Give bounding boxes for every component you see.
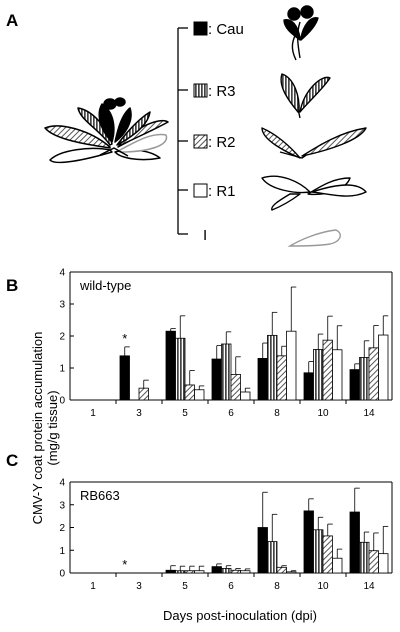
x-tick-label: 8 xyxy=(274,408,280,419)
bar-r2-5 xyxy=(184,384,195,401)
x-tick-label: 6 xyxy=(228,408,234,419)
bar-r2-8 xyxy=(276,355,287,401)
x-tick-label: 1 xyxy=(90,408,96,419)
chart-wild-type: 0 1 2 3 4 wild-type 1 3 5 6 8 10 14 * xyxy=(59,268,393,419)
bar-cau-6 xyxy=(211,358,222,401)
panel-b-label: B xyxy=(6,276,18,295)
legend-label-cau: : Cau xyxy=(208,21,244,38)
x-tick-label: 6 xyxy=(228,581,234,592)
x-tick-label: 3 xyxy=(136,408,142,419)
significance-marker: * xyxy=(122,331,127,346)
legend-label-i: I xyxy=(203,227,207,244)
bar-r1-10 xyxy=(332,349,343,401)
legend-label-r2: : R2 xyxy=(208,134,236,151)
y-tick-label: 2 xyxy=(59,523,65,534)
bar-cau-5 xyxy=(165,330,176,401)
panel-a-label: A xyxy=(6,11,18,30)
bar-r2-14 xyxy=(368,347,379,401)
x-tick-label: 8 xyxy=(274,581,280,592)
y-tick-label: 0 xyxy=(59,569,65,580)
bar-r3-10 xyxy=(313,349,324,401)
y-axis-title-line1: CMV-Y coat protein accumulation xyxy=(30,332,45,525)
bar-r2-14 xyxy=(368,550,379,574)
leaf-r1-illustration xyxy=(261,175,367,211)
bar-r2-10 xyxy=(322,535,333,574)
bar-r3-8 xyxy=(267,334,278,401)
legend-swatch-cau xyxy=(193,21,208,36)
bar-cau-8 xyxy=(257,357,268,401)
x-axis-title: Days post-inoculation (dpi) xyxy=(163,608,317,623)
y-tick-label: 3 xyxy=(59,300,65,311)
bar-r1-8 xyxy=(286,571,297,574)
bar-r1-5 xyxy=(194,570,205,574)
bar-r3-5 xyxy=(175,570,186,574)
chart-rb663: 0 1 2 3 4 RB663 1 3 5 6 8 10 14 * xyxy=(59,478,393,592)
bar-cau-8 xyxy=(257,527,268,574)
chart-title: wild-type xyxy=(79,278,131,293)
bar-r1-14 xyxy=(378,334,389,401)
bar-r2-6 xyxy=(230,569,241,574)
bar-r2-8 xyxy=(276,566,287,574)
bar-r3-6 xyxy=(221,343,232,401)
y-tick-label: 3 xyxy=(59,500,65,511)
y-tick-label: 2 xyxy=(59,332,65,343)
bar-r2-6 xyxy=(230,373,241,401)
bar-r3-14 xyxy=(359,357,370,401)
legend-label-r3: : R3 xyxy=(208,83,236,100)
y-tick-label: 0 xyxy=(59,396,65,407)
bar-r1-6 xyxy=(240,570,251,574)
bar-cau-3 xyxy=(119,355,130,401)
x-tick-label: 10 xyxy=(317,581,329,592)
bar-cau-14 xyxy=(349,511,360,574)
rosette-illustration xyxy=(44,97,169,164)
bar-r3-5 xyxy=(175,337,186,401)
bar-r2-3 xyxy=(138,387,149,401)
y-tick-label: 4 xyxy=(59,478,65,489)
legend-swatch-r2 xyxy=(193,134,208,149)
bar-r2-5 xyxy=(184,570,195,574)
bar-r2-10 xyxy=(322,339,333,401)
x-tick-label: 1 xyxy=(90,581,96,592)
legend-swatch-r1 xyxy=(193,183,208,198)
x-tick-label: 14 xyxy=(363,581,375,592)
bar-cau-6 xyxy=(211,566,222,574)
bar-r3-14 xyxy=(359,541,370,574)
bar-r3-8 xyxy=(267,541,278,574)
bar-cau-5 xyxy=(165,569,176,574)
y-tick-label: 1 xyxy=(59,364,65,375)
y-tick-label: 4 xyxy=(59,268,65,279)
bar-r1-8 xyxy=(286,330,297,401)
bar-cau-10 xyxy=(303,510,314,574)
legend-swatch-r3 xyxy=(193,83,208,98)
y-axis-title-line2: (mg/g tissue) xyxy=(45,390,60,465)
bar-cau-14 xyxy=(349,369,360,401)
x-tick-label: 5 xyxy=(182,408,188,419)
x-tick-label: 10 xyxy=(317,408,329,419)
legend-bracket xyxy=(177,27,188,235)
bar-r3-10 xyxy=(313,529,324,574)
y-tick-label: 1 xyxy=(59,546,65,557)
chart-title: RB663 xyxy=(80,488,120,503)
significance-marker: * xyxy=(122,557,127,572)
bar-r1-10 xyxy=(332,557,343,574)
leaf-cau-illustration xyxy=(283,5,319,61)
leaf-inoculated-illustration xyxy=(287,229,341,247)
panel-c-label: C xyxy=(6,451,18,470)
bar-r1-5 xyxy=(194,389,205,401)
x-tick-label: 3 xyxy=(136,581,142,592)
bar-r1-6 xyxy=(240,391,251,401)
bar-r3-6 xyxy=(221,568,232,574)
bar-r1-14 xyxy=(378,553,389,574)
leaf-r3-illustration xyxy=(280,73,331,119)
x-tick-label: 5 xyxy=(182,581,188,592)
bar-cau-10 xyxy=(303,372,314,401)
legend-label-r1: : R1 xyxy=(208,183,236,200)
legend: : Cau : R3 : R2 : R1 I xyxy=(193,21,244,244)
x-tick-label: 14 xyxy=(363,408,375,419)
leaf-r2-illustration xyxy=(261,127,367,159)
